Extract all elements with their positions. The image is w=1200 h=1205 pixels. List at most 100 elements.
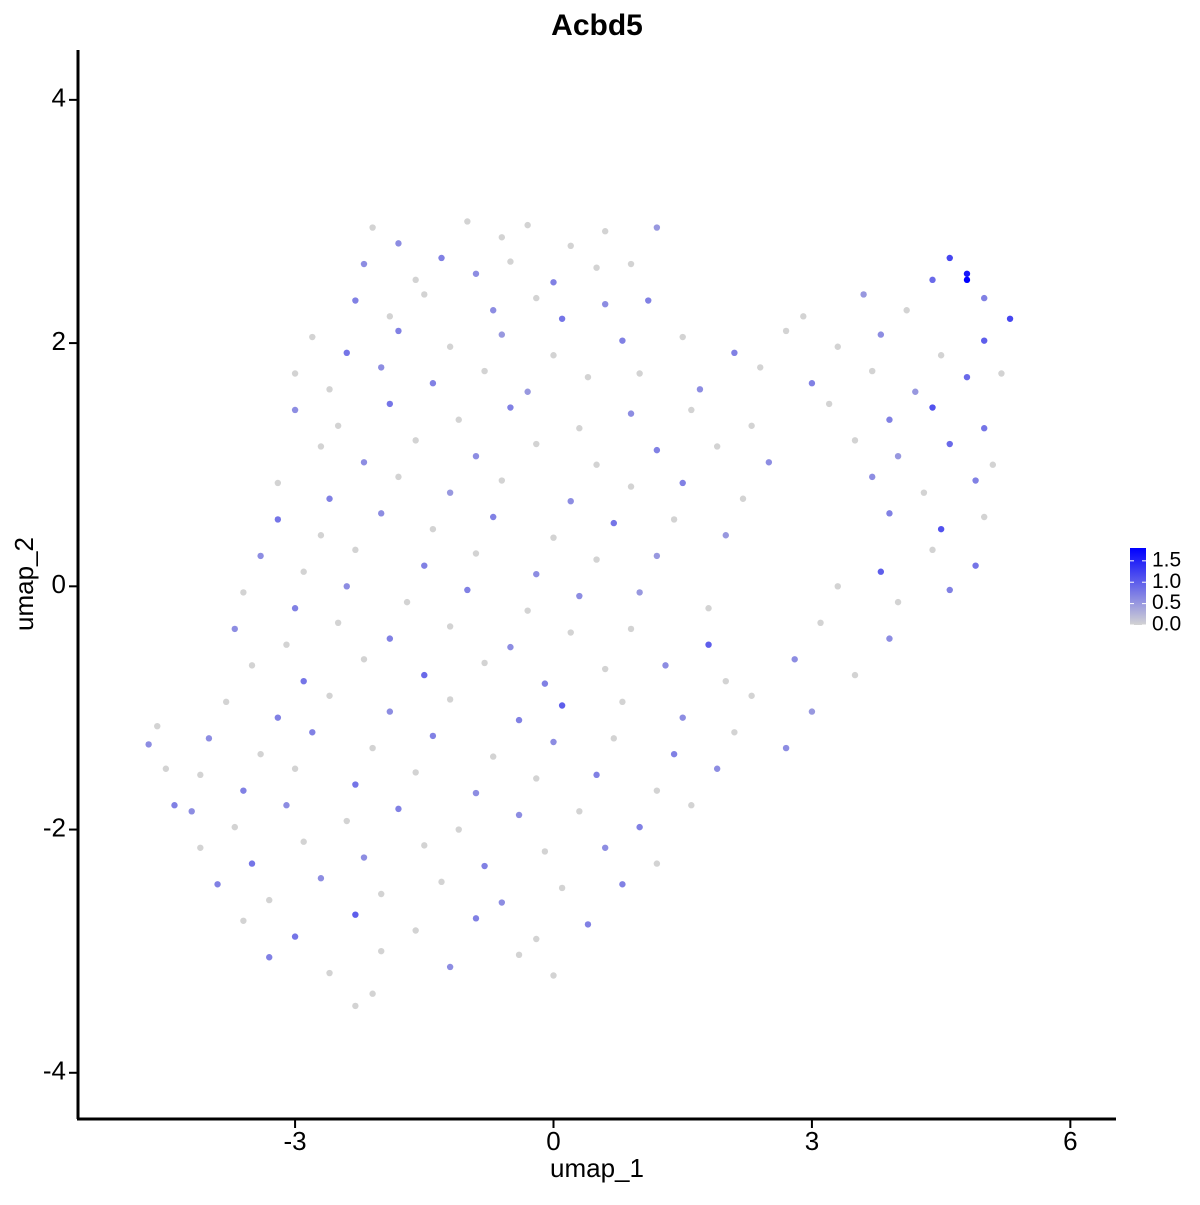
cell-point [670, 516, 678, 523]
cell-point [705, 605, 712, 612]
cell-point [188, 808, 195, 815]
cell-point [550, 534, 557, 541]
y-tick-label: 4 [52, 83, 66, 113]
cell-point [550, 279, 557, 286]
cell-point [963, 276, 971, 284]
y-tick-label: -4 [43, 1056, 66, 1086]
cell-point [291, 406, 299, 414]
cell-point [972, 562, 979, 569]
cell-point [515, 716, 523, 724]
cell-point [490, 513, 497, 521]
cell-point [1006, 315, 1014, 322]
cell-point [248, 662, 256, 669]
cell-point [481, 659, 488, 667]
cell-point [731, 349, 738, 357]
cell-point [352, 1002, 359, 1010]
cell-point [636, 589, 643, 596]
cell-point [515, 811, 523, 819]
cell-point [696, 386, 704, 393]
cell-point [498, 331, 506, 338]
cell-point [429, 380, 437, 387]
cell-point [610, 735, 617, 742]
cell-point [360, 854, 368, 861]
cell-point [386, 708, 394, 715]
x-axis-label: umap_1 [550, 1153, 644, 1183]
cell-point [567, 242, 574, 250]
cell-point [601, 300, 609, 308]
cell-point [412, 437, 419, 444]
cell-point [369, 990, 376, 997]
cell-point [386, 313, 394, 320]
cell-point [291, 370, 299, 377]
cell-point [636, 823, 643, 831]
cell-point [446, 343, 454, 350]
cell-point [679, 714, 686, 721]
cell-point [446, 489, 454, 496]
cell-point [533, 440, 540, 448]
cell-point [481, 367, 488, 375]
cell-point [240, 589, 247, 596]
cell-point [662, 662, 669, 669]
cell-point [386, 400, 394, 408]
cell-point [507, 258, 514, 265]
cell-point [765, 459, 773, 466]
cell-point [266, 954, 273, 961]
cell-point [653, 224, 661, 231]
cell-point [343, 583, 350, 590]
cell-point [929, 546, 936, 554]
cell-point [627, 483, 635, 490]
cell-point [886, 416, 893, 423]
cell-point [472, 789, 480, 797]
cell-point [257, 552, 264, 560]
cell-point [593, 556, 600, 563]
cell-point [946, 586, 953, 594]
cell-point [403, 598, 411, 606]
cell-point [541, 680, 549, 687]
cell-point [300, 568, 307, 575]
cell-point [946, 440, 953, 448]
cell-point [378, 364, 385, 371]
cell-point [533, 570, 540, 578]
cell-point [619, 337, 626, 344]
cell-point [334, 619, 342, 627]
x-tick-label: 0 [546, 1126, 560, 1156]
cell-point [446, 623, 454, 630]
cell-point [395, 240, 402, 247]
cell-point [670, 750, 678, 758]
cell-point [894, 452, 902, 460]
cell-point [903, 307, 910, 314]
cell-point [386, 635, 394, 642]
cell-point [808, 380, 816, 387]
cell-point [722, 532, 729, 539]
cell-point [395, 805, 402, 813]
color-tick-label: 1.5 [1152, 548, 1181, 571]
cell-point [326, 692, 333, 699]
cell-point [886, 510, 893, 517]
cell-point [343, 817, 350, 825]
x-tick-label: -3 [284, 1126, 307, 1156]
cell-point [455, 416, 462, 423]
cell-point [937, 352, 945, 359]
cell-point [498, 234, 506, 241]
y-tick-label: 2 [52, 326, 66, 356]
cell-point [533, 775, 540, 782]
cell-point [412, 927, 419, 934]
cell-point [920, 489, 928, 496]
cell-point [894, 598, 902, 606]
cell-point [309, 729, 316, 736]
cell-point [352, 546, 359, 554]
cell-point [627, 410, 635, 417]
cell-point [886, 635, 893, 642]
cell-point [334, 422, 342, 429]
cell-point [653, 787, 661, 794]
cell-point [782, 744, 790, 752]
cell-point [791, 656, 798, 663]
cell-point [205, 735, 213, 742]
cell-point [283, 641, 290, 648]
cell-point [653, 552, 661, 560]
cell-point [326, 969, 333, 977]
cell-point [464, 586, 471, 594]
cell-point [584, 373, 592, 381]
cell-point [309, 333, 316, 341]
cell-point [317, 532, 325, 539]
